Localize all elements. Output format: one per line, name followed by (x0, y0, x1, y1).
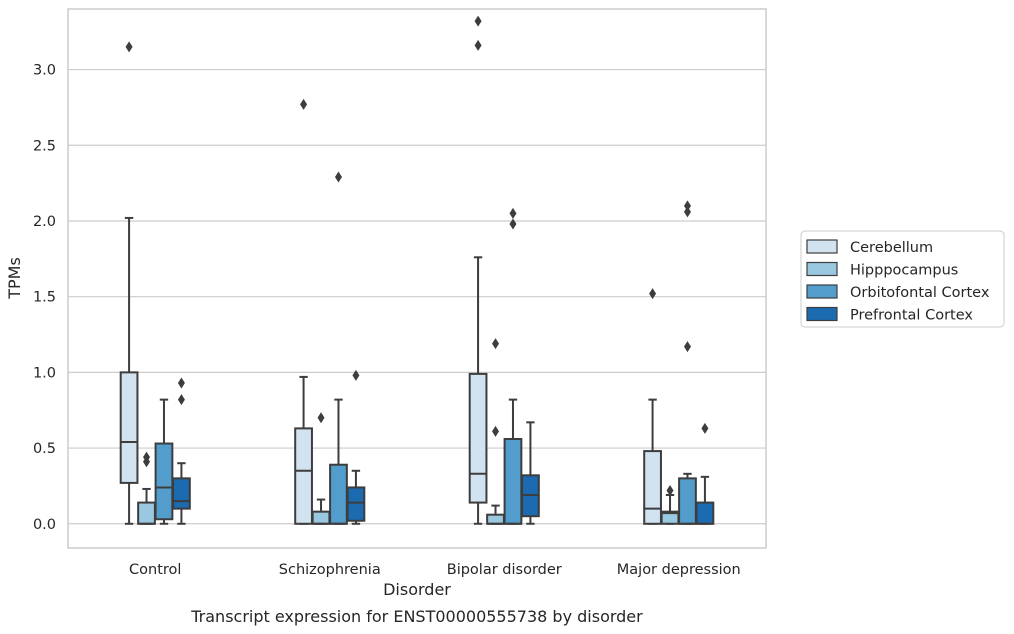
x-tick-label: Control (129, 562, 181, 578)
grid-lines (68, 68, 766, 525)
series-orbitofontal-cortex (154, 171, 697, 525)
iqr-box (346, 486, 366, 522)
box-plot (119, 41, 139, 525)
y-tick-label: 1.0 (33, 365, 56, 381)
plot-frame (67, 8, 767, 549)
iqr-box (486, 513, 505, 525)
legend: Cerebellum Hipppocampus Orbitofontal Corte… (800, 230, 1005, 328)
box-plot (311, 412, 331, 525)
iqr-box (643, 450, 662, 525)
series-hipppocampus (137, 338, 680, 525)
outlier-point (125, 41, 133, 53)
box-plot-series (119, 15, 715, 525)
legend-swatch (806, 239, 838, 254)
outlier-point (300, 98, 308, 110)
legend-swatch (806, 261, 838, 277)
box-plot (695, 422, 715, 525)
y-axis-label: TPMs (5, 257, 24, 300)
box-plot (643, 288, 662, 525)
outlier-point (334, 171, 342, 183)
x-tick-label: Schizophrenia (279, 562, 381, 578)
chart-caption: Transcript expression for ENST0000055573… (190, 607, 643, 626)
x-tick-label: Major depression (617, 562, 741, 578)
legend-label: Hipppocampus (850, 263, 958, 279)
outlier-point (701, 422, 709, 434)
box-plot (468, 15, 488, 525)
box-plot (486, 338, 505, 525)
box-plot (660, 484, 680, 525)
outlier-point (683, 200, 691, 212)
legend-label: Orbitofontal Cortex (850, 285, 990, 301)
y-tick-label: 1.5 (33, 290, 56, 306)
y-tick-label: 0.0 (33, 517, 56, 533)
outlier-point (649, 288, 657, 300)
iqr-box (678, 477, 697, 525)
box-plot (521, 421, 540, 525)
box-plot (503, 207, 523, 525)
x-tick-label: Bipolar disorder (447, 562, 562, 578)
outlier-point (492, 425, 500, 437)
series-cerebellum (119, 15, 662, 525)
outlier-point (474, 15, 482, 27)
outlier-point (492, 338, 500, 350)
iqr-box (329, 463, 348, 525)
box-plot (329, 171, 348, 525)
iqr-box (503, 437, 523, 525)
axis-ticks: 0.0 0.5 1.0 1.5 2.0 2.5 3.0 Control Schizophreni… (33, 63, 741, 578)
iqr-box (695, 501, 715, 525)
outlier-point (177, 377, 185, 389)
outlier-point (683, 341, 691, 353)
box-plot (678, 200, 697, 525)
box-plot (346, 369, 366, 525)
iqr-box (154, 442, 174, 521)
box-plot (154, 398, 174, 525)
x-axis-label: Disorder (383, 580, 451, 599)
series-prefrontal-cortex (172, 369, 715, 525)
iqr-box (137, 501, 156, 525)
outlier-point (683, 206, 691, 218)
y-tick-label: 2.5 (33, 138, 56, 154)
y-tick-label: 0.5 (33, 441, 56, 457)
outlier-point (666, 484, 674, 496)
y-tick-label: 2.0 (33, 214, 56, 230)
outlier-point (509, 218, 517, 230)
y-tick-label: 3.0 (33, 63, 56, 79)
iqr-box (119, 371, 139, 484)
legend-frame (800, 230, 1005, 328)
legend-swatch (806, 306, 838, 322)
iqr-box (294, 427, 313, 525)
outlier-point (474, 39, 482, 51)
legend-swatch (806, 284, 838, 299)
iqr-box (172, 477, 191, 510)
outlier-point (143, 456, 151, 468)
iqr-box (468, 372, 488, 504)
outlier-point (177, 394, 185, 406)
iqr-box (311, 510, 331, 525)
legend-label: Cerebellum (850, 240, 933, 256)
legend-label: Prefrontal Cortex (850, 308, 973, 324)
outlier-point (317, 412, 325, 424)
outlier-point (509, 207, 517, 219)
box-plot (172, 377, 191, 525)
box-plot (294, 98, 313, 525)
outlier-point (352, 369, 360, 381)
box-plot (137, 451, 156, 525)
